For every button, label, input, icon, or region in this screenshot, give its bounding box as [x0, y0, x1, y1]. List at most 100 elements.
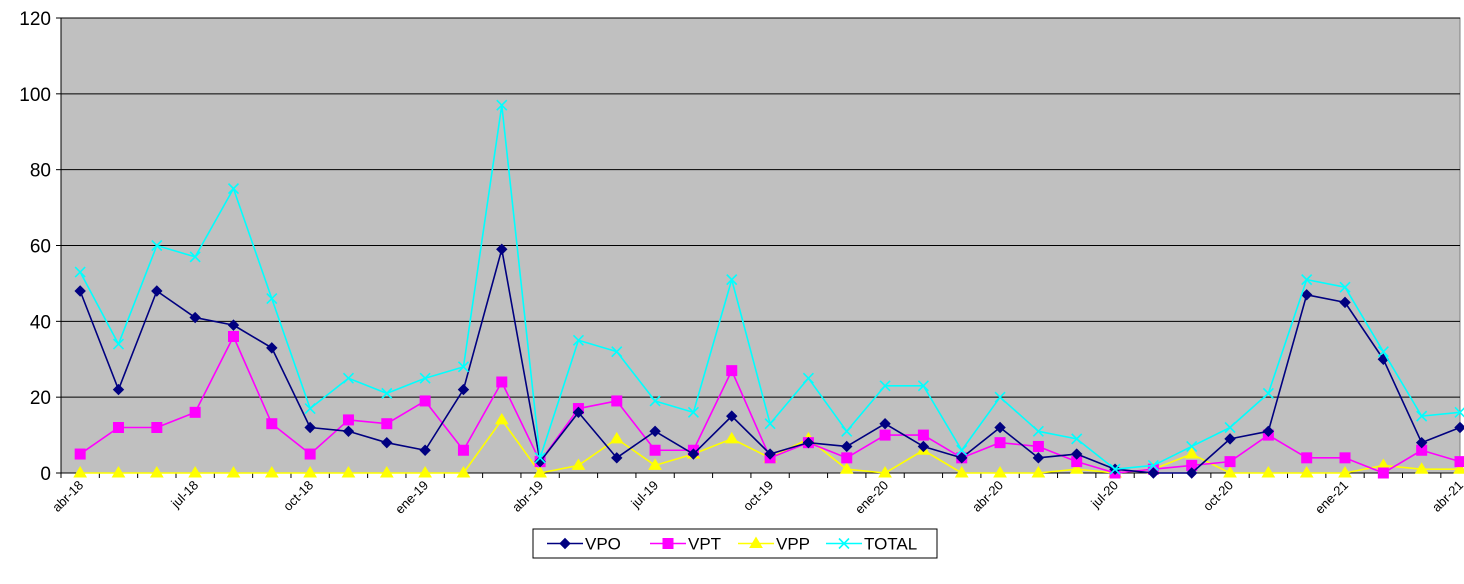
gridlines [61, 17, 1460, 398]
legend-item-vpo: VPO [547, 535, 621, 554]
marker-stroke [1262, 387, 1274, 399]
data-point-vpo [1454, 421, 1464, 434]
data-point-vpp [73, 466, 88, 478]
data-point-vpo [1147, 467, 1160, 479]
x-tick-label: abr-21 [1429, 478, 1464, 515]
marker-stroke [1339, 281, 1351, 293]
marker-stroke [381, 387, 393, 399]
data-point-vpp [1299, 466, 1314, 478]
data-point-total [419, 372, 431, 384]
data-point-vpt [917, 429, 929, 441]
data-point-total [1109, 463, 1121, 475]
data-point-vpp [1223, 466, 1237, 478]
marker-stroke [1377, 346, 1389, 358]
data-point-total [956, 444, 968, 456]
data-point-vpp [418, 466, 433, 478]
data-point-vpt [74, 448, 86, 460]
x-tick-label: abr-18 [49, 478, 86, 515]
data-point-vpo [802, 436, 815, 449]
x-tick-label: ene-20 [852, 478, 891, 517]
data-point-vpo [572, 406, 585, 419]
data-point-vpt [496, 376, 508, 388]
data-point-vpp [648, 458, 662, 470]
data-point-vpt [1339, 452, 1351, 464]
data-point-vpp [1031, 466, 1046, 478]
series-vpo [74, 243, 1464, 479]
data-point-total [1224, 421, 1236, 434]
legend-box [532, 528, 938, 559]
data-point-vpo [1071, 448, 1083, 460]
data-point-vpp [188, 466, 203, 478]
x-tick-label: ene-21 [1312, 478, 1351, 517]
x-tick-label: oct-20 [1200, 478, 1236, 514]
marker-stroke [1186, 440, 1198, 453]
data-point-total [1377, 346, 1389, 358]
marker-stroke [1147, 459, 1159, 471]
marker-stroke [189, 251, 201, 263]
legend: VPO VPT VPP TOTAL [532, 528, 938, 559]
marker-stroke [611, 346, 623, 358]
data-point-total [1454, 406, 1464, 418]
marker-stroke [572, 334, 585, 346]
marker-stroke [764, 418, 776, 430]
data-point-vpo [266, 342, 278, 354]
marker-stroke [1301, 274, 1313, 286]
series-layer [73, 99, 1464, 479]
data-point-vpo [687, 448, 700, 460]
data-point-total [917, 380, 929, 392]
data-point-vpo [611, 452, 623, 464]
data-point-vpo [381, 436, 393, 449]
legend-label: VPP [776, 535, 810, 554]
data-point-total [189, 251, 201, 263]
x-tick-label: oct-18 [280, 478, 316, 514]
marker-stroke [304, 402, 316, 415]
marker-stroke [1109, 463, 1121, 475]
data-point-total [457, 361, 470, 373]
data-point-vpo [764, 448, 776, 460]
data-point-vpo [342, 425, 355, 437]
data-point-vpo [1262, 425, 1275, 437]
data-point-total [1262, 387, 1274, 399]
marker-stroke [802, 372, 814, 384]
data-point-vpt [1454, 456, 1464, 468]
y-tick-label: 40 [30, 312, 51, 333]
marker-stroke [457, 361, 470, 373]
data-point-total [572, 334, 585, 346]
data-point-vpo [304, 421, 316, 434]
data-point-vpo [189, 311, 201, 324]
legend-marker [559, 537, 571, 550]
data-point-vpp [226, 466, 241, 478]
data-point-vpp [609, 431, 624, 444]
legend-marker [662, 538, 674, 549]
data-point-total [342, 372, 355, 384]
x-tick-label: jul-20 [1087, 478, 1121, 512]
data-point-total [1416, 410, 1428, 422]
data-point-total [1301, 274, 1313, 286]
marker-stroke [151, 239, 163, 252]
data-point-vpo [1339, 296, 1351, 309]
data-point-total [266, 293, 278, 305]
data-point-total [764, 418, 776, 430]
data-point-vpp [571, 458, 586, 470]
data-point-vpo [1224, 433, 1236, 445]
marker-stroke [649, 395, 661, 407]
data-point-total [534, 452, 546, 464]
data-point-vpo [726, 410, 738, 422]
legend-marker [749, 536, 763, 548]
data-point-total [227, 183, 240, 195]
data-point-vpp [993, 466, 1007, 478]
data-point-vpp [533, 466, 547, 478]
legend-label: VPT [688, 535, 721, 554]
data-point-vpt [879, 429, 891, 441]
data-point-total [1186, 440, 1198, 453]
data-point-total [1032, 425, 1044, 437]
data-point-vpp [1184, 447, 1199, 459]
marker-stroke [994, 391, 1006, 403]
data-point-vpt [112, 422, 124, 433]
data-point-total [381, 387, 393, 399]
data-point-total [1071, 433, 1083, 445]
x-tick-label: abr-20 [969, 478, 1006, 515]
data-point-vpp [724, 431, 739, 444]
data-point-vpp [111, 466, 126, 478]
data-point-vpt [841, 452, 853, 464]
